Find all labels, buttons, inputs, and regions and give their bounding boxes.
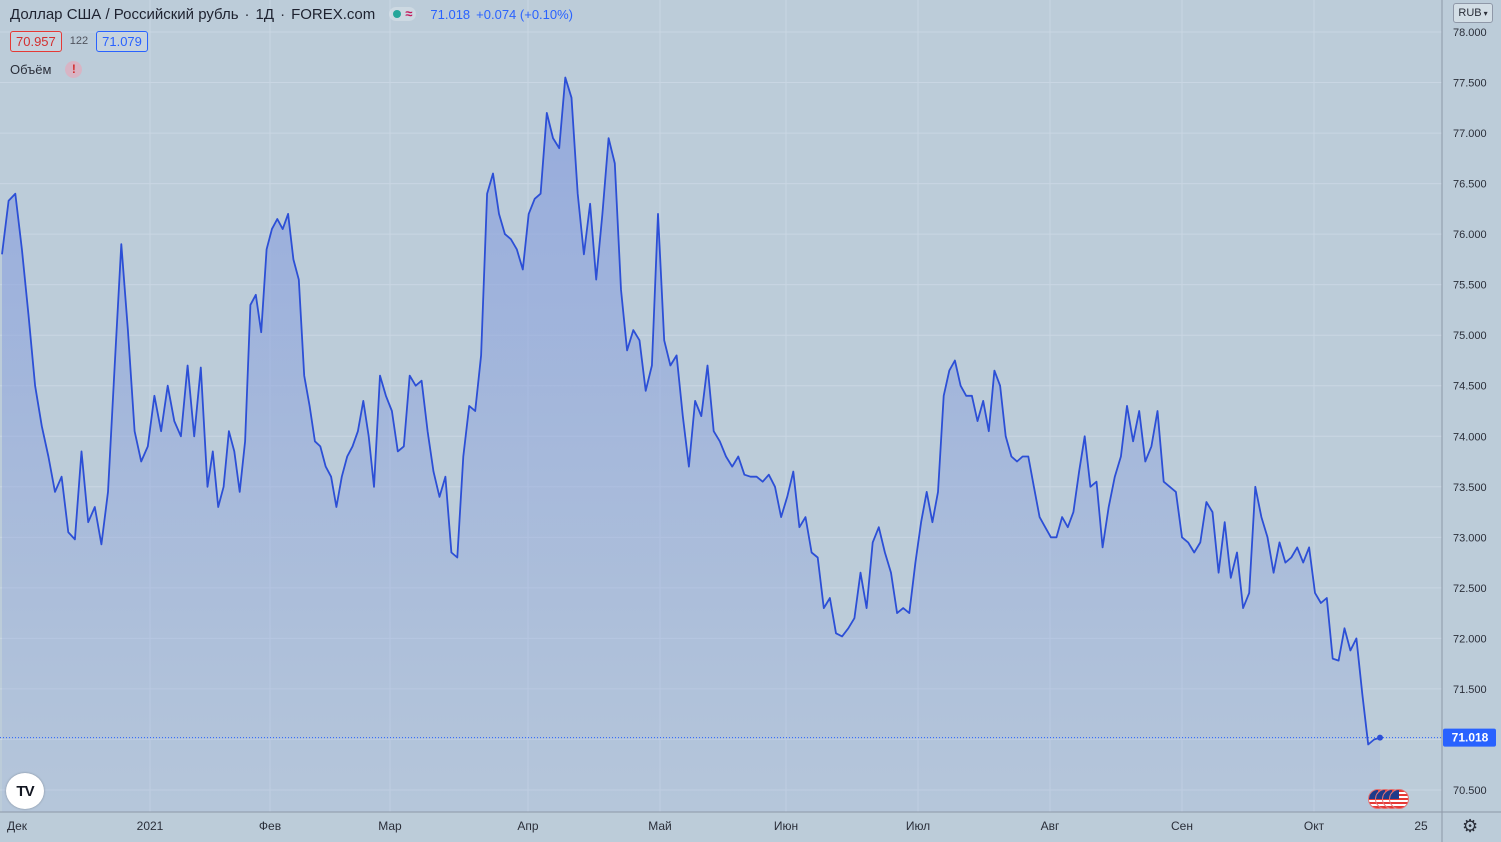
y-tick-label: 74.000	[1453, 431, 1487, 443]
last-price-point	[1377, 734, 1383, 741]
y-tick-label: 74.500	[1453, 381, 1487, 393]
y-tick-label: 72.500	[1453, 583, 1487, 595]
header-separator: ·	[280, 5, 286, 23]
y-tick-label: 73.000	[1453, 532, 1487, 544]
volume-indicator[interactable]: Объём !	[10, 60, 83, 78]
x-tick-label: 2021	[137, 819, 164, 833]
x-tick-label: Авг	[1041, 819, 1060, 833]
header-separator: ·	[244, 5, 250, 23]
gear-icon[interactable]: ⚙	[1462, 816, 1479, 836]
price-series-line	[1, 76, 1381, 746]
symbol-title[interactable]: Доллар США / Российский рубль	[10, 5, 239, 23]
us-flag-icon	[1389, 789, 1409, 809]
y-tick-label: 71.500	[1453, 684, 1487, 696]
header-price-change: +0.074 (+0.10%)	[476, 6, 574, 22]
currency-label: RUB	[1458, 7, 1482, 19]
chevron-down-icon: ▾	[1483, 8, 1488, 18]
currency-selector[interactable]: RUB ▾	[1453, 3, 1493, 23]
y-tick-label: 76.500	[1453, 179, 1487, 191]
bid-price-button[interactable]: 70.957	[10, 30, 62, 52]
market-open-dot-icon	[393, 10, 402, 18]
x-tick-label: Сен	[1171, 819, 1193, 833]
x-tick-label: Июн	[774, 819, 798, 833]
events-flags[interactable]	[1368, 789, 1414, 809]
x-tick-label: Фев	[259, 819, 281, 833]
x-tick-label: Окт	[1304, 819, 1325, 833]
interval-label[interactable]: 1Д	[255, 5, 275, 23]
y-tick-label: 72.000	[1453, 633, 1487, 645]
tradingview-logo-icon[interactable]: TV	[6, 773, 44, 809]
x-tick-label: Июл	[906, 819, 930, 833]
last-price-label-bg	[1443, 728, 1496, 747]
last-price-label: 71.018	[1452, 731, 1489, 745]
delayed-data-wave-icon: ≈	[405, 6, 413, 21]
data-source: FOREX.com	[291, 5, 376, 23]
x-tick-label: 25	[1414, 819, 1428, 833]
header-last-price: 71.018	[430, 6, 471, 22]
volume-label: Объём	[10, 61, 52, 77]
y-tick-label: 77.000	[1453, 128, 1487, 140]
y-tick-label: 70.500	[1453, 785, 1487, 797]
y-tick-label: 77.500	[1453, 78, 1487, 90]
y-tick-label: 75.000	[1453, 330, 1487, 342]
y-tick-label: 76.000	[1453, 229, 1487, 241]
status-icons[interactable]: ≈	[389, 6, 417, 21]
x-tick-label: Апр	[517, 819, 539, 833]
spread-value: 122	[69, 35, 89, 47]
y-tick-label: 75.500	[1453, 280, 1487, 292]
x-tick-label: Май	[648, 819, 672, 833]
ask-price-button[interactable]: 71.079	[96, 30, 148, 52]
logo-text: TV	[16, 782, 34, 800]
x-tick-label: Мар	[378, 819, 402, 833]
quote-row: 70.957 122 71.079	[10, 30, 148, 52]
y-tick-label: 78.000	[1453, 27, 1487, 39]
y-tick-label: 73.500	[1453, 482, 1487, 494]
symbol-header[interactable]: Доллар США / Российский рубль · 1Д · FOR…	[10, 5, 573, 23]
warning-icon[interactable]: !	[65, 60, 83, 78]
x-tick-label: Дек	[7, 819, 28, 833]
